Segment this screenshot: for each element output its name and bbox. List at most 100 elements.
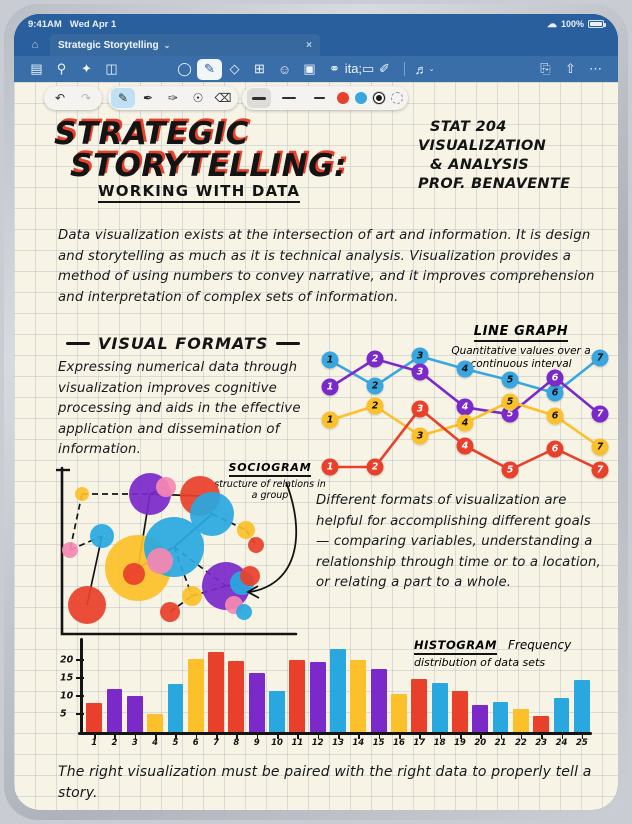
histogram-x-tick-label: 5 bbox=[172, 738, 179, 748]
histogram-x-tick-label: 1 bbox=[91, 738, 98, 748]
histogram-x-tick-label: 22 bbox=[514, 738, 527, 748]
paragraph-intro: Data visualization exists at the interse… bbox=[58, 228, 595, 305]
histogram-y-tick-label: 15 bbox=[60, 672, 74, 684]
histogram-x-tick bbox=[500, 734, 503, 739]
histogram-x-tick bbox=[419, 734, 421, 739]
line-graph-point: 1 bbox=[321, 378, 339, 396]
histogram-x-tick-label: 9 bbox=[253, 738, 260, 748]
line-graph-caption: Quantitative values over a continuous in… bbox=[436, 345, 606, 370]
histogram-x-tick-label: 11 bbox=[291, 738, 304, 748]
line-graph-point: 6 bbox=[546, 384, 564, 402]
sociogram-title: SOCIOGRAM bbox=[228, 461, 312, 477]
histogram-x-tick bbox=[155, 734, 157, 739]
histogram-bar bbox=[167, 683, 184, 732]
course-name-1: VISUALIZATION bbox=[418, 138, 547, 154]
line-graph-point: 5 bbox=[501, 371, 519, 389]
note-title-line2: STORYTELLING: bbox=[70, 148, 347, 184]
note-subtitle: WORKING WITH DATA bbox=[98, 182, 301, 203]
eraser-tool[interactable]: ⌫ bbox=[214, 91, 232, 105]
histogram-bar bbox=[269, 690, 285, 732]
stroke-width-thin[interactable] bbox=[307, 88, 331, 108]
line-graph-label: LINE GRAPH Quantitative values over a co… bbox=[436, 320, 606, 370]
line-graph-point: 5 bbox=[501, 461, 519, 479]
sticky-note-icon[interactable]: ita;▭ bbox=[344, 61, 375, 76]
histogram-y-tick bbox=[76, 695, 84, 698]
color-picker-icon[interactable] bbox=[391, 92, 403, 104]
wifi-icon: ☁ bbox=[546, 18, 557, 30]
pen-icon[interactable]: ✎ bbox=[197, 58, 222, 80]
histogram-x-tick-label: 13 bbox=[332, 738, 344, 748]
eraser-icon[interactable]: ◇ bbox=[229, 61, 240, 76]
close-icon[interactable]: × bbox=[306, 39, 312, 51]
undo-redo-group: ↶ ↷ bbox=[44, 86, 102, 110]
microphone-icon[interactable]: ♬ ⌄ bbox=[414, 61, 435, 77]
histogram-x-tick-label: 15 bbox=[372, 738, 385, 748]
laser-pointer-icon[interactable]: ✐ bbox=[379, 61, 390, 76]
sociogram-label: SOCIOGRAM structure of relations in a gr… bbox=[214, 456, 326, 501]
sociogram-node bbox=[147, 548, 173, 574]
brush-pen-tool[interactable]: ✒ bbox=[142, 91, 154, 105]
more-options-icon[interactable]: ⋯ bbox=[589, 61, 602, 76]
color-swatch-blue[interactable] bbox=[355, 92, 367, 104]
chevron-down-icon[interactable]: ⌄ bbox=[163, 40, 171, 50]
histogram-x-tick bbox=[398, 734, 401, 739]
stroke-width-medium[interactable] bbox=[277, 88, 301, 108]
shapes-icon[interactable]: ⚭ bbox=[329, 61, 340, 76]
histogram-x-tick bbox=[520, 734, 523, 739]
histogram-x-tick bbox=[358, 734, 360, 739]
share-icon[interactable]: ⇧ bbox=[565, 61, 576, 76]
histogram-bar bbox=[391, 694, 407, 732]
marker-tool[interactable]: ✑ bbox=[167, 91, 179, 105]
sticker-icon[interactable]: ☺ bbox=[277, 61, 292, 77]
sociogram-node bbox=[62, 542, 78, 558]
undo-icon[interactable]: ↶ bbox=[54, 91, 66, 105]
search-icon[interactable]: ⚲ bbox=[56, 61, 67, 76]
histogram-x-tick-label: 3 bbox=[131, 738, 138, 748]
sociogram-node bbox=[237, 521, 255, 539]
histogram-x-tick-label: 14 bbox=[352, 738, 365, 748]
ipad-device: 9:41AM Wed Apr 1 ☁ 100% ⌂ Strategic Stor… bbox=[4, 4, 628, 820]
sidebar-icon[interactable]: ▤ bbox=[30, 61, 43, 76]
sociogram-caption: structure of relations in a group bbox=[214, 479, 326, 501]
histogram-x-tick-label: 12 bbox=[311, 738, 324, 748]
tab-bar: ⌂ Strategic Storytelling ⌄ × bbox=[14, 34, 618, 56]
sociogram-edge bbox=[69, 493, 83, 551]
home-icon[interactable]: ⌂ bbox=[31, 39, 39, 51]
shape-tool-icon[interactable]: ◯ bbox=[177, 61, 192, 76]
histogram-x-tick bbox=[581, 734, 584, 739]
histogram-x-tick-label: 2 bbox=[111, 738, 118, 748]
add-page-icon[interactable]: ⎘ bbox=[540, 61, 551, 76]
histogram-x-tick-label: 8 bbox=[233, 738, 240, 748]
battery-icon bbox=[588, 20, 606, 28]
histogram-bar bbox=[208, 652, 224, 732]
redo-icon[interactable]: ↷ bbox=[80, 91, 92, 105]
stroke-width-thick[interactable] bbox=[247, 88, 271, 108]
sociogram-node bbox=[75, 487, 89, 501]
tab-strategic-storytelling[interactable]: Strategic Storytelling ⌄ × bbox=[50, 34, 320, 56]
sociogram-svg bbox=[56, 466, 298, 636]
color-swatch-black[interactable] bbox=[373, 92, 385, 104]
lasso-select-icon[interactable]: ✦ bbox=[81, 61, 92, 76]
dash-right-icon bbox=[276, 342, 301, 345]
line-graph-point: 3 bbox=[411, 400, 429, 418]
color-swatch-red[interactable] bbox=[337, 92, 349, 104]
page-options-icon[interactable]: ◫ bbox=[105, 61, 118, 76]
line-graph-point: 1 bbox=[321, 458, 339, 476]
histogram-x-tick bbox=[480, 734, 482, 739]
main-toolbar: ▤ ⚲ ✦ ◫ ◯ ✎ ◇ ⊞ ☺ ▣ ⚭ ita;▭ ✐ ♬ ⌄ ⎘ ⇧ ⋯ bbox=[14, 56, 618, 82]
histogram-bar bbox=[350, 659, 367, 732]
histogram-bar bbox=[289, 659, 306, 732]
histogram-bar bbox=[228, 661, 245, 732]
line-graph-point: 4 bbox=[456, 398, 474, 416]
histogram-x-tick bbox=[338, 734, 340, 739]
histogram-x-tick bbox=[459, 734, 462, 739]
sociogram-node bbox=[68, 586, 106, 624]
image-icon[interactable]: ▣ bbox=[303, 61, 316, 76]
note-canvas[interactable]: STRATEGIC STORYTELLING: WORKING WITH DAT… bbox=[14, 82, 618, 810]
sociogram-node bbox=[182, 586, 202, 606]
fountain-pen-tool[interactable]: ✎ bbox=[111, 88, 135, 108]
highlighter-tool[interactable]: ☉ bbox=[192, 91, 204, 105]
histogram-x-tick-label: 25 bbox=[575, 738, 588, 748]
text-box-icon[interactable]: ⊞ bbox=[254, 61, 265, 76]
histogram-bar bbox=[86, 703, 103, 732]
